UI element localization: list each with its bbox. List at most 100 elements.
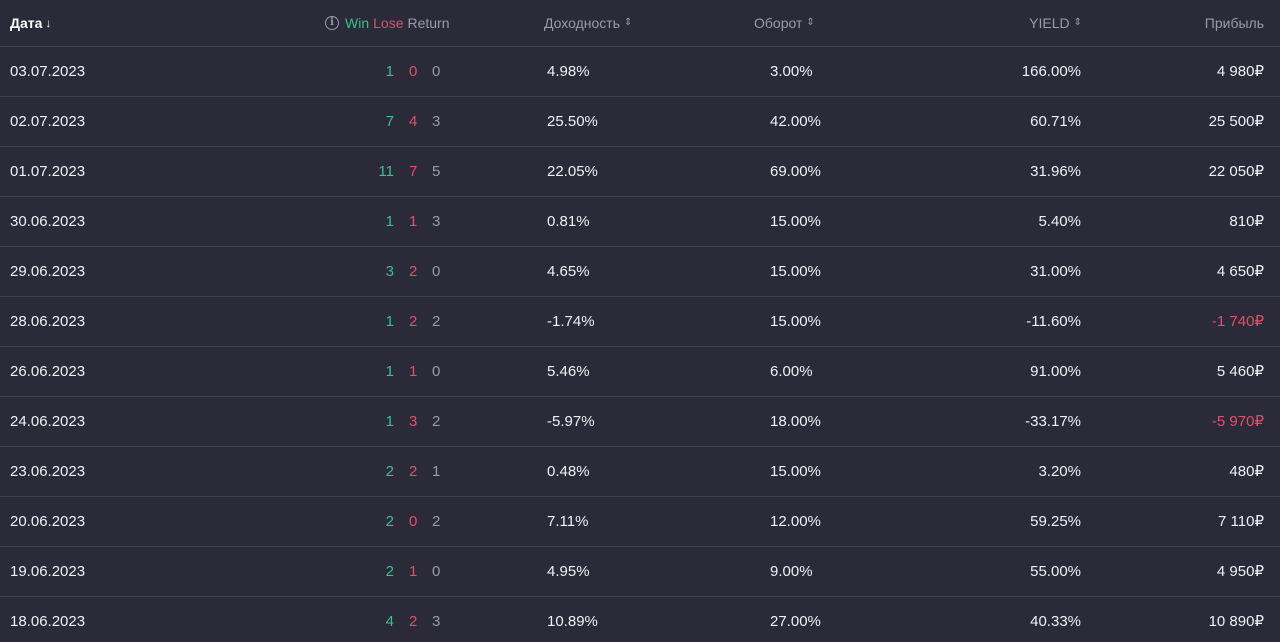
row-oborot: 15.00% <box>770 463 821 480</box>
table-body: 03.07.2023 1 0 0 4.98% 3.00% 166.00% 4 980₽ 02.0… <box>0 46 1280 642</box>
row-date: 18.06.2023 <box>10 613 86 630</box>
header-return-label: Return <box>407 15 450 31</box>
row-lose-count: 0 <box>409 513 418 530</box>
row-pribyl: 4 950₽ <box>1216 563 1264 580</box>
row-yield: 5.40% <box>1038 213 1081 230</box>
table-row[interactable]: 28.06.2023 1 2 2 -1.74% 15.00% -11.60% -1 740₽ <box>0 296 1280 346</box>
row-oborot: 15.00% <box>770 313 821 330</box>
row-pribyl: -5 970₽ <box>1211 413 1264 430</box>
row-date: 23.06.2023 <box>10 463 86 480</box>
row-dokhodnost: 22.05% <box>547 163 598 180</box>
row-pribyl: -1 740₽ <box>1211 313 1264 330</box>
header-dokhodnost-label: Доходность <box>544 15 620 31</box>
row-date: 26.06.2023 <box>10 363 86 380</box>
sort-desc-icon: ↓ <box>45 16 52 30</box>
sort-icon: ⇕ <box>623 17 633 28</box>
row-pribyl: 5 460₽ <box>1216 363 1264 380</box>
table-header: Дата ↓ i Win Lose Return Доходность ⇕ Об… <box>0 0 1280 46</box>
row-return-count: 3 <box>432 213 441 230</box>
row-dokhodnost: 7.11% <box>547 513 589 530</box>
row-date: 24.06.2023 <box>10 413 86 430</box>
info-icon[interactable]: i <box>325 16 339 30</box>
row-dokhodnost: 0.81% <box>547 213 590 230</box>
header-win-label: Win <box>345 15 370 31</box>
row-yield: 60.71% <box>1030 113 1081 130</box>
row-pribyl: 480₽ <box>1229 463 1264 480</box>
table-row[interactable]: 26.06.2023 1 1 0 5.46% 6.00% 91.00% 5 460₽ <box>0 346 1280 396</box>
row-yield: 31.00% <box>1030 263 1081 280</box>
row-return-count: 5 <box>432 163 441 180</box>
row-oborot: 18.00% <box>770 413 821 430</box>
table-row[interactable]: 18.06.2023 4 2 3 10.89% 27.00% 40.33% 10 890₽ <box>0 596 1280 642</box>
row-dokhodnost: -5.97% <box>547 413 595 430</box>
table-row[interactable]: 30.06.2023 1 1 3 0.81% 15.00% 5.40% 810₽ <box>0 196 1280 246</box>
row-pribyl: 25 500₽ <box>1208 113 1264 130</box>
row-win-count: 1 <box>385 413 394 430</box>
table-row[interactable]: 02.07.2023 7 4 3 25.50% 42.00% 60.71% 25 500₽ <box>0 96 1280 146</box>
table-row[interactable]: 03.07.2023 1 0 0 4.98% 3.00% 166.00% 4 980₽ <box>0 46 1280 96</box>
header-dokhodnost-sort[interactable]: Доходность ⇕ <box>544 0 632 46</box>
table-row[interactable]: 01.07.2023 11 7 5 22.05% 69.00% 31.96% 22 050₽ <box>0 146 1280 196</box>
header-yield-label: YIELD <box>1029 15 1070 31</box>
row-dokhodnost: 5.46% <box>547 363 590 380</box>
header-yield-sort[interactable]: YIELD ⇕ <box>1029 0 1082 46</box>
row-oborot: 6.00% <box>770 363 813 380</box>
row-return-count: 0 <box>432 63 441 80</box>
row-return-count: 2 <box>432 313 441 330</box>
row-win-count: 1 <box>385 63 394 80</box>
row-yield: 59.25% <box>1030 513 1081 530</box>
table-row[interactable]: 29.06.2023 3 2 0 4.65% 15.00% 31.00% 4 650₽ <box>0 246 1280 296</box>
row-oborot: 69.00% <box>770 163 821 180</box>
row-yield: 40.33% <box>1030 613 1081 630</box>
row-lose-count: 0 <box>409 63 418 80</box>
row-win-count: 3 <box>385 263 394 280</box>
row-oborot: 42.00% <box>770 113 821 130</box>
row-lose-count: 4 <box>409 113 418 130</box>
header-oborot-sort[interactable]: Оборот ⇕ <box>754 0 815 46</box>
row-oborot: 15.00% <box>770 213 821 230</box>
row-dokhodnost: 4.65% <box>547 263 590 280</box>
table-row[interactable]: 19.06.2023 2 1 0 4.95% 9.00% 55.00% 4 950₽ <box>0 546 1280 596</box>
row-return-count: 2 <box>432 513 441 530</box>
row-yield: 166.00% <box>1021 63 1081 80</box>
row-yield: 3.20% <box>1038 463 1081 480</box>
row-lose-count: 2 <box>409 263 418 280</box>
row-lose-count: 2 <box>409 313 418 330</box>
row-lose-count: 3 <box>409 413 418 430</box>
row-date: 03.07.2023 <box>10 63 86 80</box>
sort-icon: ⇕ <box>806 17 815 28</box>
row-date: 02.07.2023 <box>10 113 86 130</box>
row-date: 20.06.2023 <box>10 513 86 530</box>
row-lose-count: 1 <box>409 363 418 380</box>
row-date: 29.06.2023 <box>10 263 86 280</box>
row-lose-count: 1 <box>409 213 418 230</box>
row-return-count: 1 <box>432 463 441 480</box>
sort-icon: ⇕ <box>1073 17 1082 28</box>
header-date-sort[interactable]: Дата ↓ <box>10 0 51 46</box>
row-win-count: 1 <box>385 363 394 380</box>
row-yield: -33.17% <box>1025 413 1081 430</box>
row-date: 01.07.2023 <box>10 163 86 180</box>
row-date: 30.06.2023 <box>10 213 86 230</box>
row-dokhodnost: 0.48% <box>547 463 590 480</box>
header-date-label: Дата <box>10 15 43 31</box>
table-row[interactable]: 24.06.2023 1 3 2 -5.97% 18.00% -33.17% -5 970₽ <box>0 396 1280 446</box>
table-row[interactable]: 20.06.2023 2 0 2 7.11% 12.00% 59.25% 7 110₽ <box>0 496 1280 546</box>
row-return-count: 0 <box>432 363 441 380</box>
table-row[interactable]: 23.06.2023 2 2 1 0.48% 15.00% 3.20% 480₽ <box>0 446 1280 496</box>
header-win-lose-return: i Win Lose Return <box>325 0 450 46</box>
header-lose-label: Lose <box>373 15 404 31</box>
row-yield: 55.00% <box>1030 563 1081 580</box>
row-yield: -11.60% <box>1026 313 1081 330</box>
row-oborot: 9.00% <box>770 563 813 580</box>
row-dokhodnost: 4.98% <box>547 63 590 80</box>
row-pribyl: 810₽ <box>1229 213 1264 230</box>
row-lose-count: 7 <box>409 163 418 180</box>
header-pribyl: Прибыль <box>1205 0 1264 46</box>
row-win-count: 2 <box>385 463 394 480</box>
row-win-count: 11 <box>378 163 394 180</box>
row-yield: 31.96% <box>1030 163 1081 180</box>
row-dokhodnost: 10.89% <box>547 613 598 630</box>
row-dokhodnost: -1.74% <box>547 313 595 330</box>
